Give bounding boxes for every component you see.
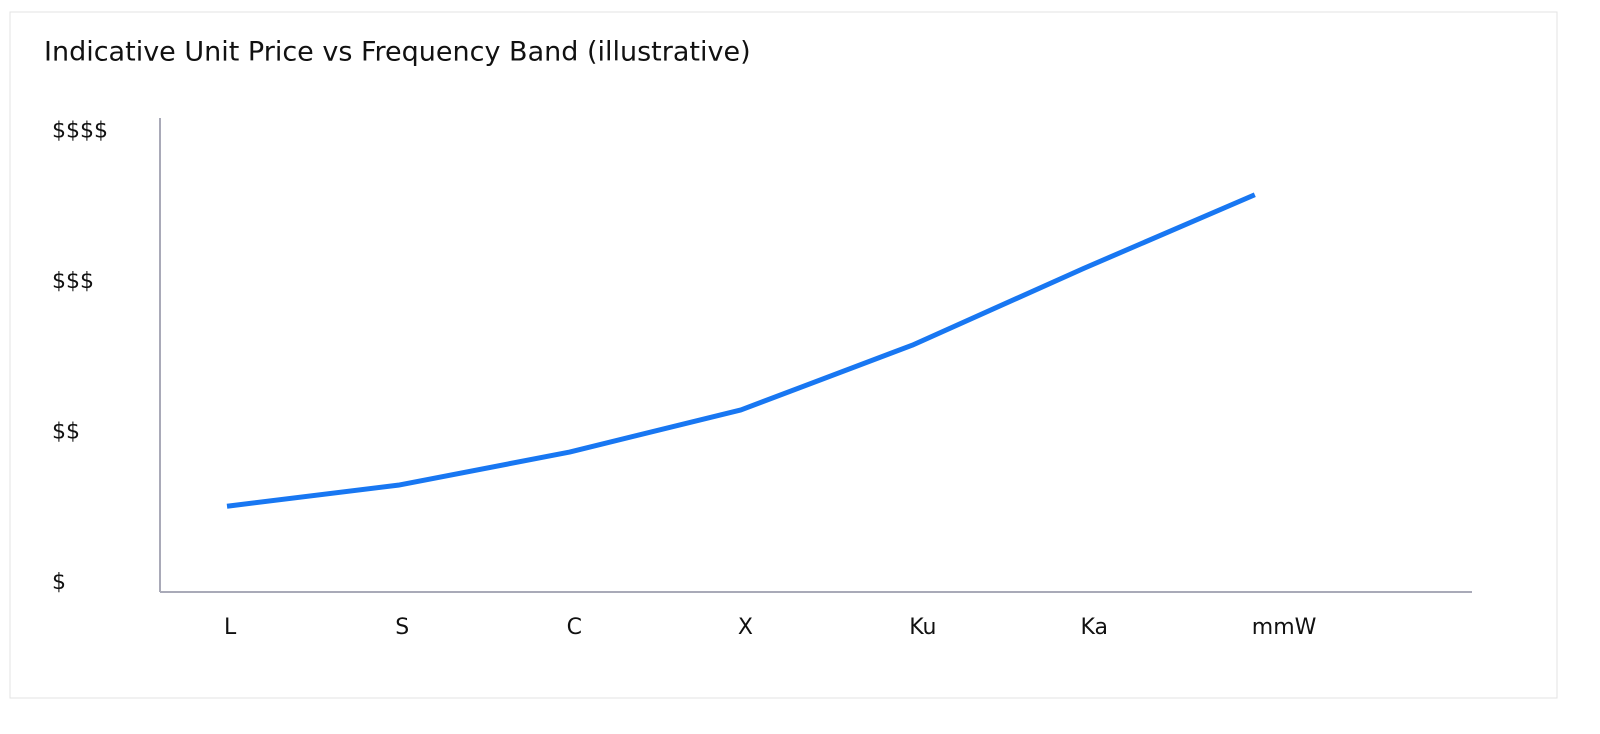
x-tick-label: mmW	[1252, 615, 1317, 640]
x-tick-label: S	[395, 615, 409, 640]
x-tick-label: Ka	[1081, 615, 1109, 640]
line	[226, 192, 1256, 509]
x-tick-label: C	[567, 615, 582, 640]
y-tick-label: $$$	[52, 269, 94, 294]
y-tick-label: $$	[52, 419, 80, 444]
y-tick-label: $$$$	[52, 119, 108, 144]
x-tick-label: L	[224, 615, 237, 640]
x-tick-label: X	[738, 615, 753, 640]
chart-title: Indicative Unit Price vs Frequency Band …	[44, 37, 751, 68]
y-tick-label: $	[52, 570, 66, 595]
x-tick-label: Ku	[909, 615, 936, 640]
card	[9, 11, 1558, 699]
